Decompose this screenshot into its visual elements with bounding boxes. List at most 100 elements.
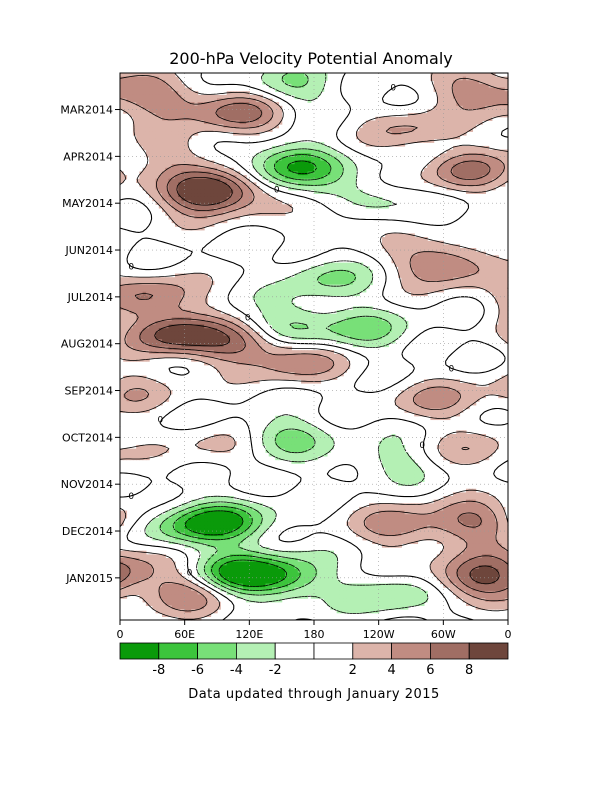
- field-cell: [158, 160, 163, 165]
- field-cell: [443, 105, 448, 111]
- field-cell: [184, 211, 189, 216]
- field-cell: [504, 277, 509, 282]
- field-cell: [314, 142, 318, 147]
- field-cell: [220, 175, 225, 180]
- field-cell: [323, 280, 328, 286]
- field-cell: [262, 116, 267, 122]
- field-cell: [333, 160, 338, 165]
- field-cell: [181, 317, 186, 322]
- field-cell: [346, 320, 351, 326]
- field-cell: [191, 91, 195, 96]
- field-cell: [210, 120, 215, 125]
- field-cell: [352, 339, 357, 344]
- field-cell: [365, 138, 370, 143]
- field-cell: [213, 331, 218, 337]
- field-cell: [475, 149, 480, 154]
- field-cell: [301, 320, 305, 326]
- field-cell: [178, 175, 183, 180]
- field-cell: [278, 171, 283, 176]
- field-cell: [291, 76, 296, 81]
- field-cell: [284, 310, 289, 315]
- field-cell: [372, 142, 377, 147]
- field-cell: [194, 182, 199, 187]
- field-cell: [126, 288, 131, 293]
- field-cell: [155, 80, 160, 85]
- field-cell: [275, 350, 280, 355]
- field-cell: [194, 160, 199, 165]
- field-cell: [459, 120, 464, 125]
- field-cell: [155, 306, 160, 311]
- field-cell: [498, 182, 503, 187]
- field-cell: [462, 145, 467, 151]
- field-cell: [375, 342, 380, 348]
- field-cell: [436, 269, 441, 275]
- field-cell: [155, 196, 160, 202]
- field-cell: [294, 171, 299, 176]
- field-cell: [304, 317, 309, 322]
- field-cell: [326, 262, 331, 267]
- field-cell: [436, 87, 441, 92]
- field-cell: [472, 175, 477, 180]
- field-cell: [210, 98, 215, 103]
- field-cell: [155, 178, 160, 183]
- field-cell: [301, 94, 305, 100]
- field-cell: [333, 262, 338, 267]
- field-cell: [365, 120, 370, 125]
- field-cell: [482, 83, 486, 89]
- field-cell: [184, 127, 189, 132]
- field-cell: [339, 160, 344, 165]
- field-cell: [385, 127, 389, 132]
- field-cell: [207, 124, 212, 129]
- field-cell: [184, 218, 189, 224]
- field-cell: [239, 102, 244, 107]
- field-cell: [168, 120, 173, 125]
- field-cell: [217, 124, 221, 129]
- field-cell: [398, 116, 402, 122]
- field-cell: [191, 222, 195, 227]
- field-cell: [498, 109, 503, 114]
- field-cell: [333, 153, 338, 158]
- field-cell: [184, 320, 189, 326]
- field-cell: [252, 109, 257, 114]
- field-cell: [359, 317, 364, 322]
- field-cell: [440, 178, 444, 183]
- field-cell: [210, 175, 215, 180]
- field-cell: [123, 87, 128, 92]
- field-cell: [449, 134, 454, 140]
- field-cell: [462, 120, 467, 125]
- field-cell: [462, 73, 467, 78]
- field-cell: [149, 310, 153, 315]
- field-cell: [359, 127, 364, 132]
- field-cell: [310, 313, 315, 318]
- field-cell: [174, 299, 179, 304]
- field-cell: [145, 313, 150, 318]
- field-cell: [139, 109, 144, 114]
- field-cell: [181, 331, 186, 337]
- field-cell: [433, 105, 438, 111]
- field-cell: [326, 186, 331, 191]
- field-cell: [294, 175, 299, 180]
- field-cell: [271, 160, 276, 165]
- field-cell: [200, 313, 205, 318]
- field-cell: [462, 113, 467, 118]
- field-cell: [136, 80, 140, 85]
- field-cell: [210, 182, 215, 187]
- field-cell: [491, 160, 496, 165]
- field-cell: [268, 310, 273, 315]
- field-cell: [239, 105, 244, 111]
- field-cell: [184, 149, 189, 154]
- field-cell: [184, 207, 189, 213]
- field-cell: [171, 138, 176, 143]
- field-cell: [229, 317, 234, 322]
- field-cell: [229, 328, 234, 333]
- field-cell: [174, 87, 179, 92]
- field-cell: [242, 324, 247, 329]
- field-cell: [123, 277, 128, 282]
- field-cell: [288, 171, 292, 176]
- field-cell: [275, 207, 280, 213]
- field-cell: [398, 269, 402, 275]
- field-cell: [268, 295, 273, 300]
- field-cell: [191, 113, 195, 118]
- field-cell: [145, 320, 150, 326]
- field-cell: [456, 91, 461, 96]
